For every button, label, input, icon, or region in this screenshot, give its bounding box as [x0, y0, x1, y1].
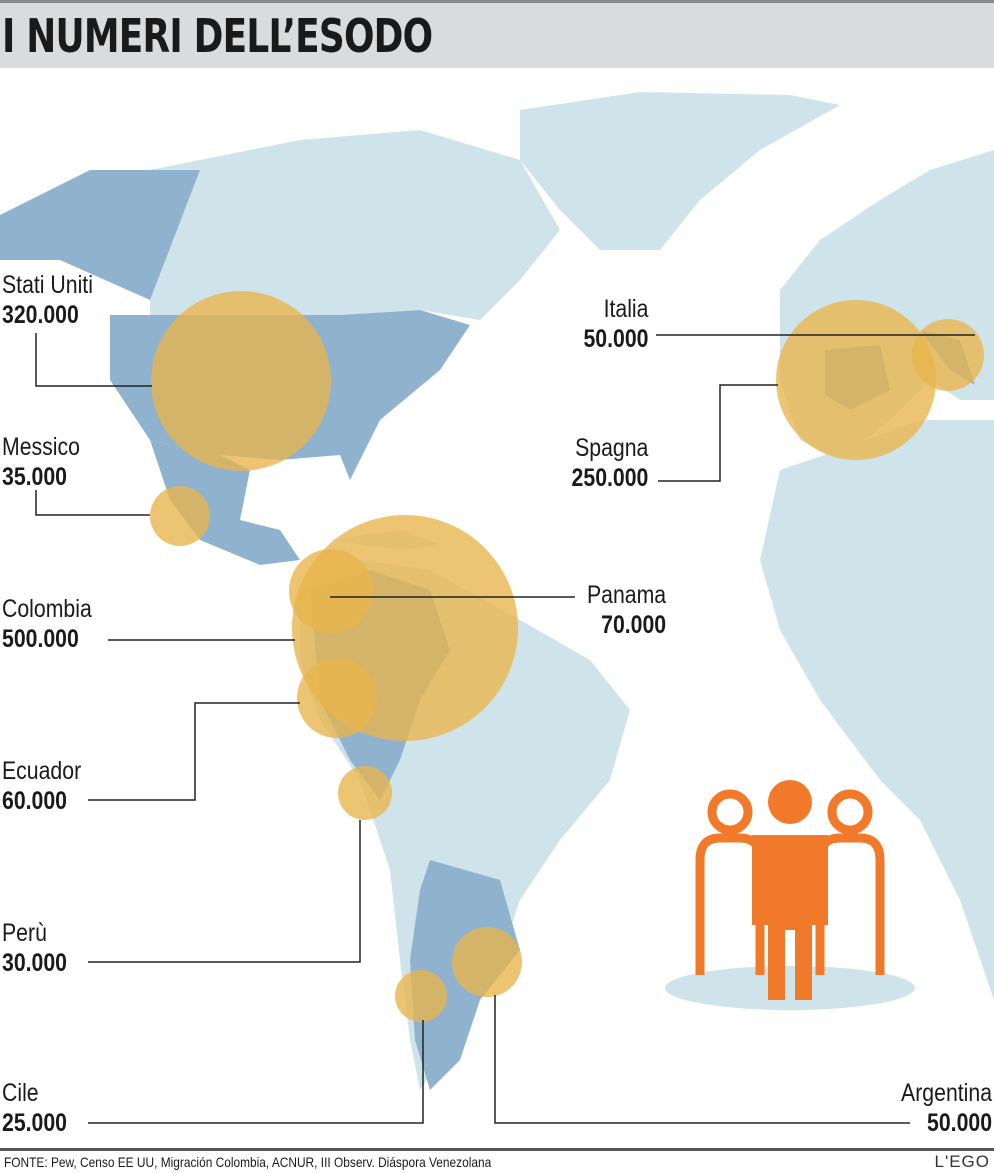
country-value: 25.000	[2, 1109, 67, 1137]
country-name: Colombia	[2, 595, 92, 623]
country-name: Ecuador	[2, 757, 82, 785]
country-name: Perù	[2, 919, 47, 947]
bubble-cile	[395, 970, 447, 1022]
label-colombia: Colombia 500.000	[2, 594, 92, 654]
country-value: 30.000	[2, 949, 67, 977]
label-cile: Cile 25.000	[2, 1078, 67, 1138]
label-panama: Panama 70.000	[587, 580, 666, 640]
mexico	[150, 440, 300, 565]
line-peru	[88, 820, 361, 963]
label-italia: Italia 50.000	[583, 294, 648, 354]
canada-north	[150, 130, 560, 320]
leader-lines	[35, 333, 975, 1124]
line-messico	[35, 490, 150, 516]
label-argentina: Argentina 50.000	[901, 1078, 992, 1138]
line-argentina	[494, 995, 910, 1124]
country-value: 320.000	[2, 301, 79, 329]
line-cile	[88, 1020, 424, 1124]
country-name: Messico	[2, 433, 80, 461]
country-name: Stati Uniti	[2, 271, 93, 299]
line-stati-uniti	[35, 333, 152, 387]
line-spagna	[658, 384, 778, 482]
land-background	[150, 92, 994, 1090]
country-name: Cile	[2, 1079, 39, 1107]
country-name: Argentina	[901, 1079, 992, 1107]
bubble-panama	[289, 549, 373, 633]
label-spagna: Spagna 250.000	[571, 433, 648, 493]
alaska	[0, 170, 200, 300]
publisher-logo: L'EGO	[934, 1152, 990, 1171]
country-value: 50.000	[583, 325, 648, 353]
line-ecuador	[88, 702, 300, 801]
label-stati-uniti: Stati Uniti 320.000	[2, 270, 93, 330]
country-value: 500.000	[2, 625, 79, 653]
bubble-peru	[338, 766, 392, 820]
bubble-spagna	[776, 300, 936, 460]
label-messico: Messico 35.000	[2, 432, 80, 492]
map	[0, 92, 994, 1124]
label-peru: Perù 30.000	[2, 918, 67, 978]
bubble-argentina	[452, 927, 522, 997]
country-name: Italia	[603, 295, 648, 323]
country-value: 60.000	[2, 787, 67, 815]
bubbles	[150, 291, 984, 1022]
source-note: FONTE: Pew, Censo EE UU, Migración Colom…	[4, 1154, 492, 1170]
footer-divider	[0, 1148, 994, 1151]
country-value: 70.000	[601, 611, 666, 639]
bubble-stati-uniti	[151, 291, 331, 471]
greenland	[520, 92, 840, 250]
africa	[760, 420, 994, 1000]
country-value: 35.000	[2, 463, 67, 491]
country-name: Spagna	[574, 434, 648, 462]
bubble-messico	[150, 486, 210, 546]
bubble-italia	[912, 319, 984, 391]
country-name: Panama	[586, 581, 666, 609]
country-value: 50.000	[927, 1109, 992, 1137]
country-value: 250.000	[571, 464, 648, 492]
bubble-ecuador	[297, 658, 377, 738]
header-bar: I NUMERI DELL’ESODO	[0, 0, 994, 68]
label-ecuador: Ecuador 60.000	[2, 756, 81, 816]
page-title: I NUMERI DELL’ESODO	[2, 9, 433, 63]
people-group-icon	[665, 780, 915, 1010]
